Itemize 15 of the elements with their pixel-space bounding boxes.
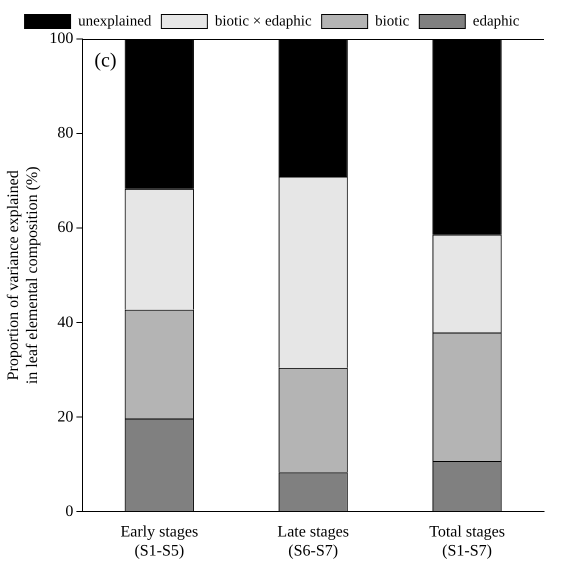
- legend-label: unexplained: [78, 13, 152, 30]
- x-tick-label: Total stages (S1-S7): [429, 523, 505, 560]
- y-tick-label: 20: [57, 408, 74, 426]
- legend-label: edaphic: [472, 13, 520, 30]
- y-tick-label: 60: [57, 219, 74, 236]
- x-tick-label: Late stages (S6-S7): [277, 523, 349, 560]
- legend-label: biotic: [375, 13, 410, 30]
- y-tick-label: 80: [57, 124, 74, 142]
- annotation: (c): [94, 49, 117, 72]
- y-tick-label: 0: [65, 502, 74, 520]
- y-tick-label: 100: [49, 30, 74, 48]
- y-axis-title: Proportion of variance explained in leaf elemental composition (%): [4, 166, 42, 384]
- x-tick-label: Early stages (S1-S5): [120, 523, 198, 560]
- legend-label: biotic × edaphic: [214, 13, 312, 30]
- y-tick-label: 40: [57, 314, 74, 331]
